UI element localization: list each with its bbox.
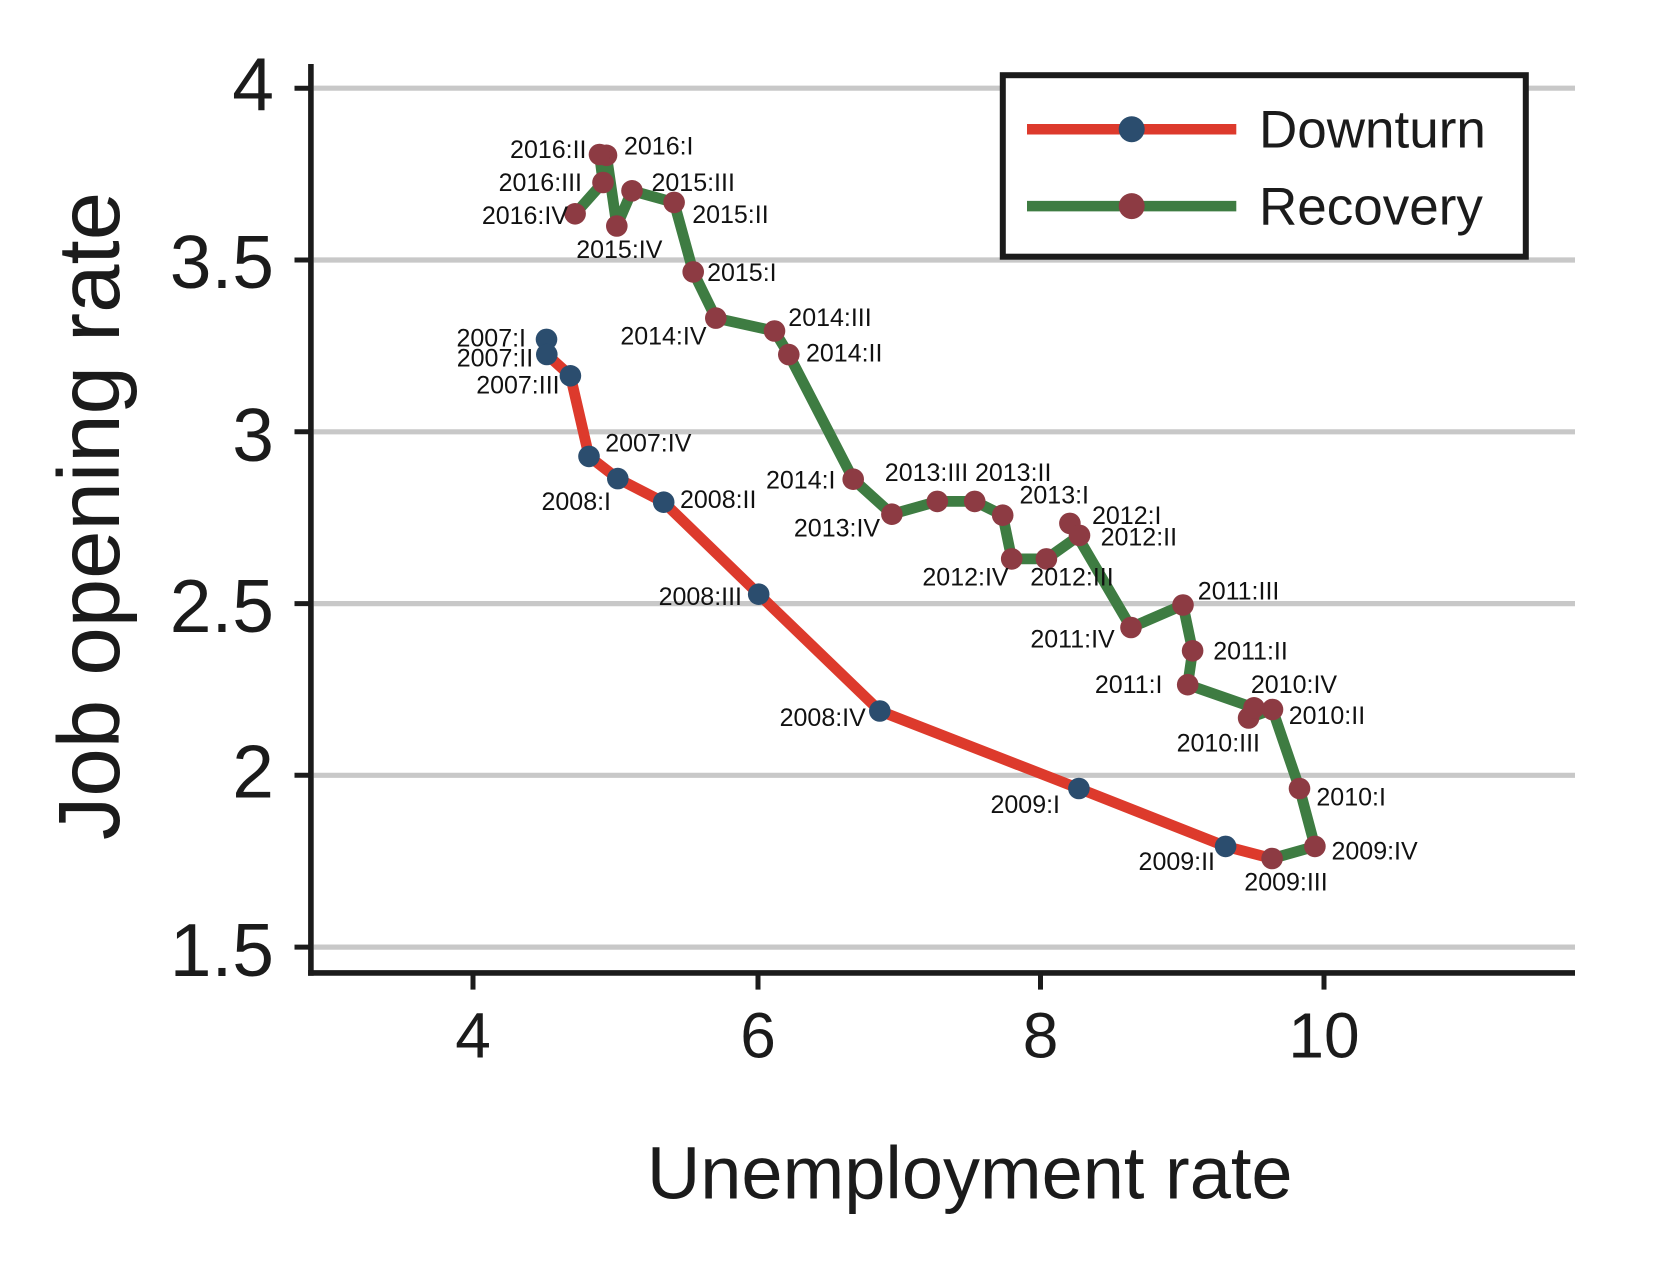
svg-text:2015:II: 2015:II — [692, 201, 768, 229]
svg-text:2016:II: 2016:II — [510, 136, 586, 164]
svg-text:1.5: 1.5 — [170, 908, 274, 992]
svg-text:2009:IV: 2009:IV — [1332, 838, 1419, 866]
svg-text:2015:IV: 2015:IV — [576, 236, 663, 264]
svg-text:2009:III: 2009:III — [1244, 869, 1327, 897]
svg-text:2012:II: 2012:II — [1101, 524, 1177, 552]
svg-text:2013:IV: 2013:IV — [794, 515, 881, 543]
svg-text:Recovery: Recovery — [1259, 178, 1483, 237]
svg-text:2014:III: 2014:III — [788, 304, 871, 332]
svg-text:4: 4 — [232, 42, 274, 126]
svg-text:2011:III: 2011:III — [1198, 578, 1280, 606]
svg-text:2008:III: 2008:III — [659, 583, 742, 611]
svg-text:3.5: 3.5 — [170, 220, 274, 304]
svg-text:2007:IV: 2007:IV — [605, 430, 692, 458]
svg-text:2016:I: 2016:I — [624, 133, 694, 161]
svg-text:2007:I: 2007:I — [456, 325, 526, 353]
svg-text:2014:II: 2014:II — [806, 340, 882, 368]
svg-text:4: 4 — [455, 1000, 491, 1072]
svg-text:2010:III: 2010:III — [1177, 730, 1260, 758]
svg-text:2010:II: 2010:II — [1289, 702, 1365, 730]
svg-text:2011:IV: 2011:IV — [1030, 626, 1115, 654]
svg-text:Job opening rate: Job opening rate — [41, 192, 138, 840]
svg-text:2009:II: 2009:II — [1139, 848, 1215, 876]
svg-text:2008:I: 2008:I — [541, 488, 611, 516]
svg-text:Unemployment rate: Unemployment rate — [647, 1132, 1293, 1215]
svg-text:8: 8 — [1023, 1000, 1059, 1072]
svg-text:2010:IV: 2010:IV — [1251, 671, 1338, 699]
svg-text:2009:I: 2009:I — [990, 791, 1060, 819]
svg-text:2016:IV: 2016:IV — [482, 202, 569, 230]
svg-text:2008:II: 2008:II — [680, 486, 756, 514]
svg-text:2014:I: 2014:I — [766, 467, 836, 495]
svg-text:2013:I: 2013:I — [1020, 482, 1090, 510]
svg-text:2012:I: 2012:I — [1092, 502, 1162, 530]
svg-text:2015:III: 2015:III — [652, 169, 735, 197]
svg-text:2012:IV: 2012:IV — [922, 564, 1009, 592]
svg-text:2011:II: 2011:II — [1213, 638, 1288, 666]
svg-text:2007:II: 2007:II — [457, 345, 533, 373]
svg-text:2014:IV: 2014:IV — [620, 323, 707, 351]
svg-text:2015:I: 2015:I — [707, 259, 777, 287]
svg-text:2012:III: 2012:III — [1030, 564, 1113, 592]
svg-text:3: 3 — [232, 393, 274, 477]
svg-text:2007:III: 2007:III — [476, 372, 559, 400]
svg-text:2008:IV: 2008:IV — [780, 704, 867, 732]
svg-text:2013:III: 2013:III — [885, 459, 968, 487]
svg-text:10: 10 — [1288, 1000, 1359, 1072]
svg-text:2: 2 — [232, 729, 274, 813]
svg-text:2010:I: 2010:I — [1316, 784, 1386, 812]
svg-text:2013:II: 2013:II — [975, 459, 1051, 487]
svg-text:2016:III: 2016:III — [499, 169, 582, 197]
svg-text:6: 6 — [740, 1000, 776, 1072]
svg-text:2.5: 2.5 — [170, 564, 274, 648]
svg-text:Downturn: Downturn — [1259, 101, 1486, 160]
svg-text:2011:I: 2011:I — [1095, 671, 1163, 699]
